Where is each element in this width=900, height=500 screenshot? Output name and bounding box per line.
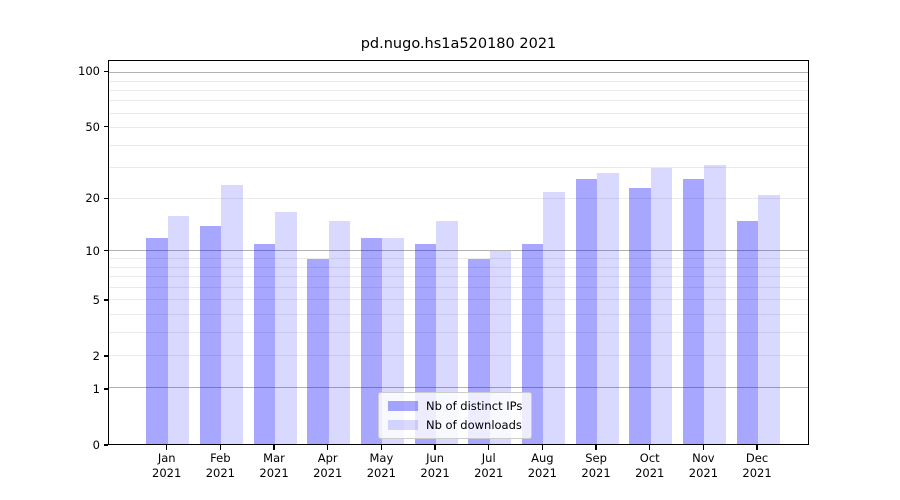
- gridlines-layer: [109, 61, 808, 444]
- x-tick-jun: [434, 445, 436, 450]
- gridline-2: [109, 354, 808, 356]
- x-tick-label-jun: Jun 2021: [420, 451, 450, 480]
- x-tick-nov: [702, 445, 705, 450]
- gridline-40: [109, 144, 808, 146]
- bar-downloads-aug: [543, 191, 565, 444]
- y-tick-label-100: 100: [78, 64, 100, 79]
- bar-downloads-oct: [650, 167, 673, 444]
- x-tick-label-jul: Jul 2021: [474, 451, 504, 480]
- legend: Nb of distinct IPs Nb of downloads: [378, 392, 533, 439]
- x-tick-label-feb: Feb 2021: [205, 451, 235, 480]
- bar-downloads-jun: [436, 221, 458, 444]
- y-tick-1: [103, 388, 108, 390]
- gridline-80: [109, 89, 808, 91]
- gridline-50: [109, 127, 808, 129]
- bar-distinct-ips-feb: [199, 226, 222, 444]
- x-tick-label-nov: Nov 2021: [688, 451, 719, 480]
- gridline-1: [109, 387, 808, 389]
- bar-downloads-apr: [328, 221, 351, 444]
- y-tick-label-50: 50: [85, 119, 100, 134]
- bar-distinct-ips-jan: [146, 237, 168, 444]
- gridline-9: [109, 258, 808, 260]
- x-tick-feb: [219, 445, 222, 450]
- x-tick-mar: [273, 445, 275, 450]
- y-tick-label-20: 20: [85, 191, 100, 206]
- downloads-swatch-icon: [388, 420, 418, 430]
- y-tick-20: [103, 197, 108, 200]
- x-tick-may: [380, 445, 383, 450]
- bar-downloads-nov: [704, 165, 726, 444]
- y-tick-label-1: 1: [92, 381, 100, 396]
- gridline-4: [109, 313, 808, 315]
- gridline-60: [109, 112, 808, 114]
- y-tick-label-0: 0: [92, 438, 100, 452]
- gridline-5: [109, 299, 808, 301]
- bar-downloads-dec: [758, 195, 780, 444]
- y-tick-label-2: 2: [92, 349, 100, 364]
- legend-item-distinct-ips: Nb of distinct IPs: [388, 399, 522, 413]
- bar-downloads-feb: [221, 185, 243, 444]
- x-tick-label-mar: Mar 2021: [259, 451, 289, 480]
- x-tick-label-aug: Aug 2021: [527, 451, 558, 480]
- x-tick-label-apr: Apr 2021: [313, 451, 343, 480]
- legend-label-distinct-ips: Nb of distinct IPs: [426, 399, 523, 413]
- x-tick-label-jan: Jan 2021: [152, 451, 182, 480]
- x-tick-sep: [595, 445, 597, 450]
- x-tick-jan: [166, 445, 168, 450]
- x-tick-label-sep: Sep 2021: [581, 451, 611, 480]
- x-tick-label-dec: Dec 2021: [742, 451, 772, 480]
- bar-downloads-jan: [167, 216, 190, 444]
- x-tick-apr: [327, 445, 329, 450]
- legend-label-downloads: Nb of downloads: [426, 418, 522, 432]
- gridline-70: [109, 100, 808, 102]
- y-tick-50: [103, 125, 108, 128]
- bar-distinct-ips-dec: [736, 221, 759, 444]
- bar-distinct-ips-may: [360, 237, 383, 444]
- bar-distinct-ips-sep: [575, 179, 598, 444]
- y-tick-100: [103, 70, 108, 72]
- bar-downloads-mar: [275, 211, 297, 444]
- gridline-7: [109, 276, 808, 277]
- distinct-ips-swatch-icon: [388, 401, 418, 411]
- x-tick-dec: [756, 445, 758, 450]
- bar-distinct-ips-apr: [307, 258, 329, 444]
- y-tick-2: [103, 355, 108, 357]
- bar-distinct-ips-mar: [253, 244, 276, 444]
- plot-area: Nb of distinct IPs Nb of downloads: [108, 60, 809, 445]
- gridline-8: [109, 266, 808, 268]
- y-tick-0: [103, 444, 108, 446]
- gridline-30: [109, 167, 808, 169]
- x-tick-aug: [541, 445, 544, 450]
- y-tick-label-10: 10: [85, 243, 100, 258]
- gridline-90: [109, 80, 808, 82]
- legend-item-downloads: Nb of downloads: [388, 418, 522, 432]
- bar-downloads-sep: [597, 173, 619, 444]
- y-tick-5: [103, 299, 108, 301]
- x-tick-label-may: May 2021: [366, 451, 397, 480]
- chart-title: pd.nugo.hs1a520180 2021: [360, 36, 557, 52]
- bar-distinct-ips-nov: [682, 179, 705, 444]
- y-tick-10: [103, 250, 108, 252]
- gridline-6: [109, 286, 808, 288]
- gridline-3: [109, 331, 808, 333]
- x-tick-label-oct: Oct 2021: [635, 451, 665, 480]
- gridline-20: [109, 198, 808, 200]
- bars-layer: [109, 61, 808, 444]
- gridline-100: [109, 72, 808, 74]
- gridline-10: [109, 250, 808, 252]
- x-tick-oct: [649, 445, 651, 450]
- y-tick-label-5: 5: [92, 292, 100, 307]
- bar-distinct-ips-oct: [629, 188, 651, 444]
- x-tick-jul: [488, 445, 490, 450]
